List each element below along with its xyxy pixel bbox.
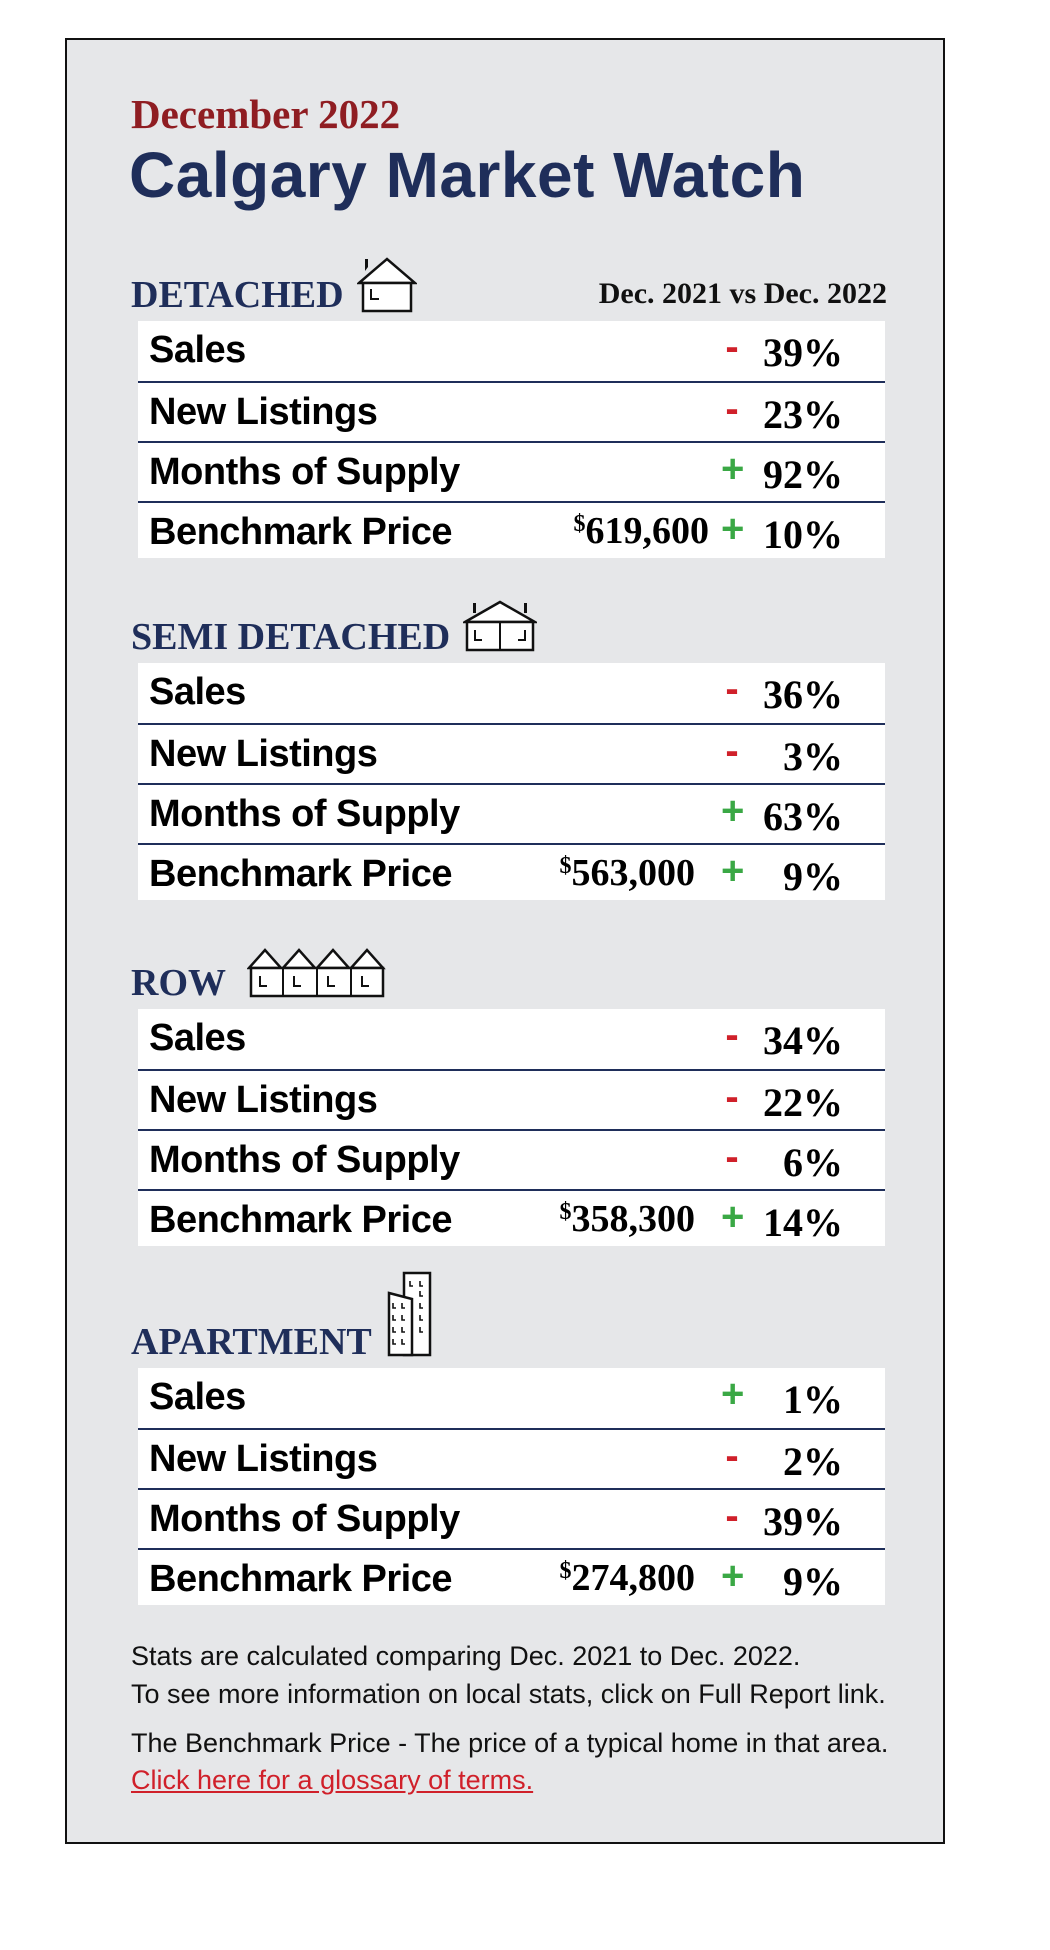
change-sign: - (725, 387, 739, 431)
row-label: Sales (149, 671, 246, 713)
table-row: Benchmark Price $563,000 +9% (138, 843, 885, 900)
row-label: Months of Supply (149, 793, 460, 835)
change-value: 22% (763, 1080, 843, 1125)
change-value: 39% (763, 1499, 843, 1544)
row-label: Months of Supply (149, 1139, 460, 1181)
change-sign: - (725, 1494, 739, 1538)
benchmark-price: $563,000 (560, 851, 696, 895)
semi-detached-house-icon (463, 600, 537, 652)
section-heading: ROW (131, 962, 226, 1004)
change-sign: - (725, 729, 739, 773)
footnote-comparison: Stats are calculated comparing Dec. 2021… (131, 1641, 801, 1671)
table-row: New Listings -2% (138, 1428, 885, 1488)
footnote-benchmark-definition: The Benchmark Price - The price of a typ… (131, 1728, 889, 1758)
row-label: Months of Supply (149, 451, 460, 493)
table-row: Benchmark Price $358,300 +14% (138, 1189, 885, 1246)
change-value: 34% (763, 1018, 843, 1063)
table-row: Sales +1% (138, 1368, 885, 1428)
change-value: 92% (763, 452, 843, 497)
change-sign: - (725, 325, 739, 369)
house-icon (357, 257, 417, 313)
table-row: Sales -36% (138, 663, 885, 723)
row-label: New Listings (149, 1438, 378, 1480)
change-value: 14% (763, 1200, 843, 1245)
change-sign: - (725, 1075, 739, 1119)
price-value: 619,600 (585, 510, 710, 552)
row-label: Benchmark Price (149, 853, 453, 895)
benchmark-price: $274,800 (560, 1556, 696, 1600)
change-value: 9% (783, 1559, 843, 1604)
change-value: 6% (783, 1140, 843, 1185)
row-label: Sales (149, 329, 246, 371)
table-row: Sales -34% (138, 1009, 885, 1069)
currency-symbol: $ (559, 1558, 572, 1584)
table-row: New Listings -3% (138, 723, 885, 783)
change-sign: - (725, 1434, 739, 1478)
table-row: Months of Supply -39% (138, 1488, 885, 1548)
section-heading: DETACHED (131, 274, 344, 316)
stats-table: Sales -34% New Listings -22% Months of Sup… (138, 1009, 885, 1246)
footnote-full-report: To see more information on local stats, … (131, 1679, 886, 1709)
currency-symbol: $ (559, 853, 572, 879)
table-row: Months of Supply -6% (138, 1129, 885, 1189)
row-label: Sales (149, 1017, 246, 1059)
change-sign: + (721, 1554, 745, 1598)
change-value: 2% (783, 1439, 843, 1484)
change-sign: + (721, 789, 745, 833)
row-houses-icon (247, 948, 386, 998)
row-label: New Listings (149, 391, 378, 433)
comparison-label: Dec. 2021 vs Dec. 2022 (598, 277, 887, 310)
change-value: 23% (763, 392, 843, 437)
change-sign: + (721, 447, 745, 491)
row-label: New Listings (149, 1079, 378, 1121)
change-value: 10% (763, 512, 843, 557)
change-sign: + (721, 1372, 745, 1416)
currency-symbol: $ (559, 1199, 572, 1225)
row-label: Months of Supply (149, 1498, 460, 1540)
change-value: 63% (763, 794, 843, 839)
price-value: 274,800 (571, 1557, 696, 1599)
change-value: 9% (783, 854, 843, 899)
change-sign: - (725, 1013, 739, 1057)
section-heading: SEMI DETACHED (131, 616, 451, 658)
table-row: New Listings -22% (138, 1069, 885, 1129)
row-label: Benchmark Price (149, 511, 453, 553)
stats-table: Sales -39% New Listings -23% Months of Sup… (138, 321, 885, 558)
table-row: Months of Supply +63% (138, 783, 885, 843)
table-row: New Listings -23% (138, 381, 885, 441)
glossary-link[interactable]: Click here for a glossary of terms. (131, 1765, 534, 1795)
change-sign: + (721, 849, 745, 893)
change-sign: - (725, 1135, 739, 1179)
change-sign: - (725, 667, 739, 711)
change-value: 36% (763, 672, 843, 717)
change-value: 3% (783, 734, 843, 779)
stats-table: Sales -36% New Listings -3% Months of Supp… (138, 663, 885, 900)
table-row: Benchmark Price $274,800 +9% (138, 1548, 885, 1605)
table-row: Benchmark Price $619,600 +10% (138, 501, 885, 558)
row-label: Benchmark Price (149, 1199, 453, 1241)
benchmark-price: $619,600 (574, 509, 710, 553)
market-watch-panel: December 2022 Calgary Market Watch DETAC… (65, 38, 945, 1844)
price-value: 358,300 (571, 1198, 696, 1240)
apartment-building-icon (387, 1271, 432, 1357)
price-value: 563,000 (571, 852, 696, 894)
row-label: New Listings (149, 733, 378, 775)
currency-symbol: $ (573, 511, 586, 537)
change-value: 39% (763, 330, 843, 375)
report-month: December 2022 (131, 91, 401, 137)
change-sign: + (721, 507, 745, 551)
page-title: Calgary Market Watch (129, 139, 806, 211)
stats-table: Sales +1% New Listings -2% Months of Suppl… (138, 1368, 885, 1605)
table-row: Sales -39% (138, 321, 885, 381)
row-label: Sales (149, 1376, 246, 1418)
row-label: Benchmark Price (149, 1558, 453, 1600)
change-sign: + (721, 1195, 745, 1239)
table-row: Months of Supply +92% (138, 441, 885, 501)
change-value: 1% (783, 1377, 843, 1422)
benchmark-price: $358,300 (560, 1197, 696, 1241)
section-heading: APARTMENT (131, 1321, 372, 1363)
